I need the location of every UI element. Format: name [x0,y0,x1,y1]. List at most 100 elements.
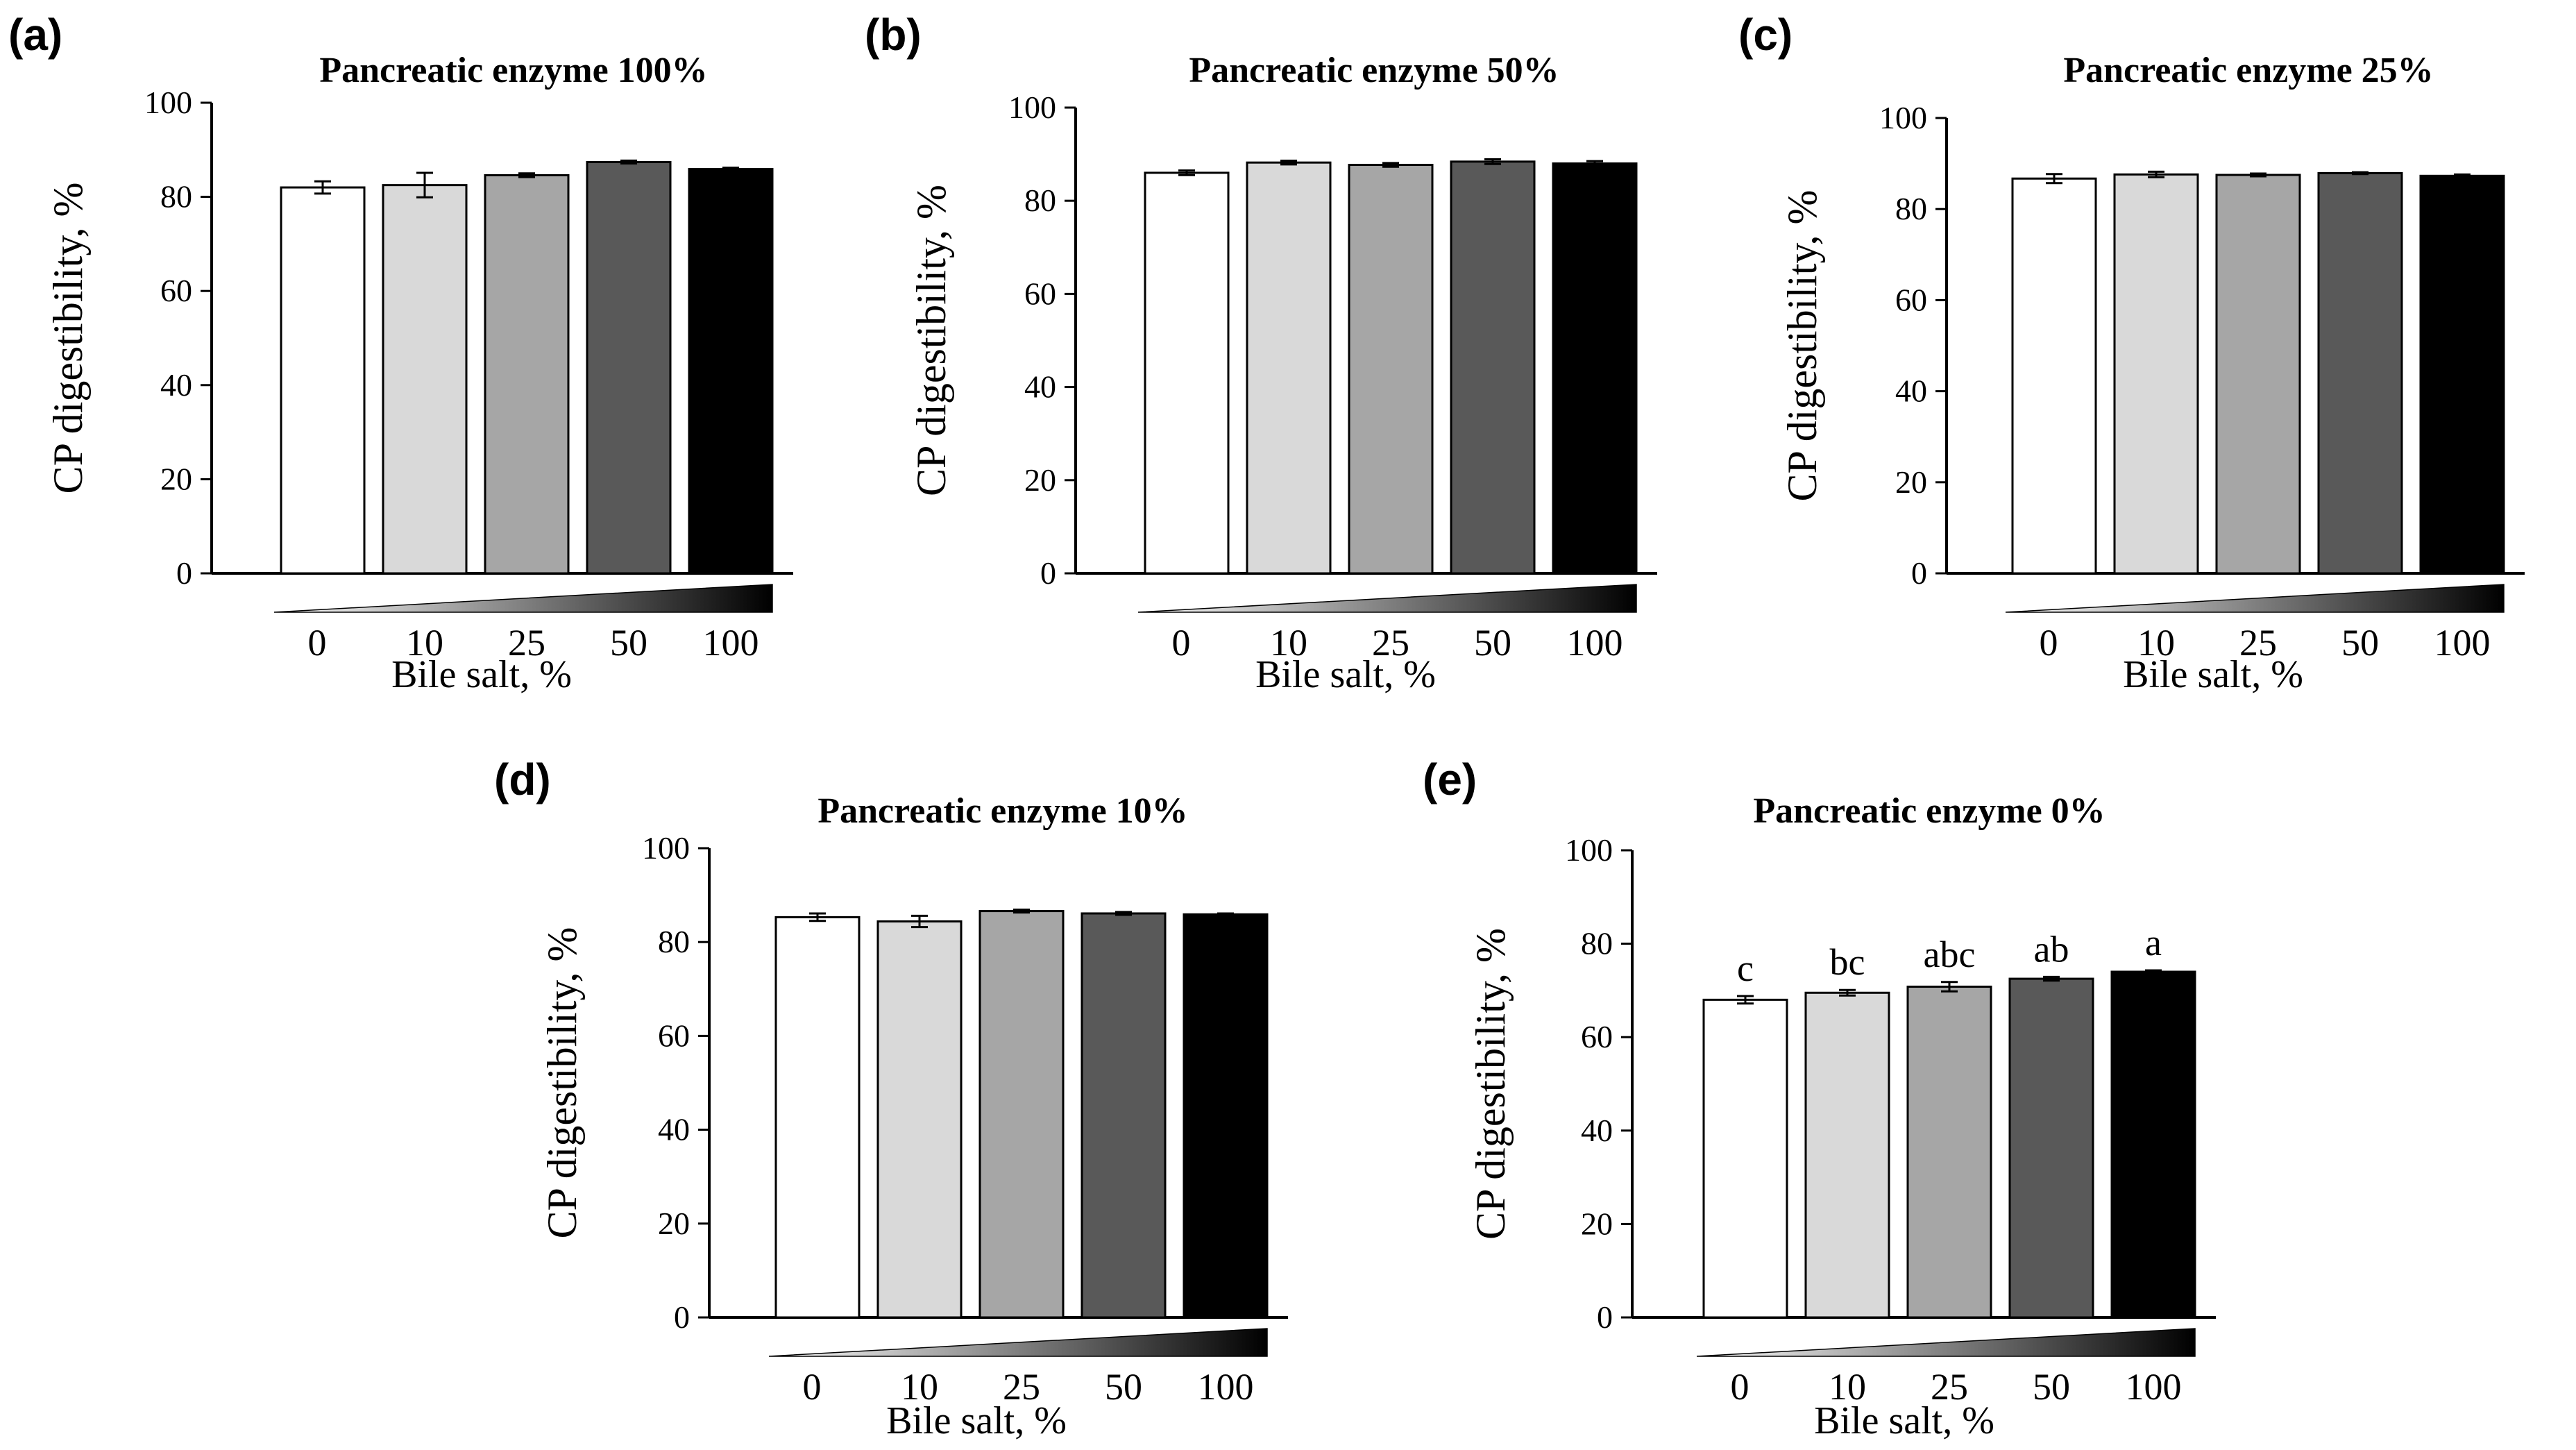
error-bar [722,167,739,172]
bar [978,910,1065,1319]
panel-letter: (e) [1423,754,1477,804]
panel-title: Pancreatic enzyme 10% [817,791,1187,831]
y-tick-label: 100 [144,85,192,120]
bar [774,916,861,1319]
y-axis-title: CP digestibility, % [908,185,954,496]
x-axis-title: Bile salt, % [1814,1399,1994,1442]
error-bar [1586,160,1603,167]
bar [876,920,963,1319]
error-bar [1013,909,1030,914]
bar [280,186,366,575]
gradient-wedge [768,1328,1268,1357]
error-bar [2148,170,2164,178]
panel-title: Pancreatic enzyme 25% [2063,51,2433,90]
gradient-wedge [2005,584,2505,613]
y-tick-label: 40 [1024,369,1056,405]
y-axis-title: CP digestibility, % [1468,928,1514,1240]
y-tick-label: 0 [176,555,192,591]
bar [1804,991,1890,1319]
y-tick-label: 0 [1597,1299,1613,1335]
error-bar [1280,159,1297,166]
bar [2215,174,2301,575]
bar [2011,177,2097,575]
x-tick-label: 50 [2033,1366,2070,1408]
x-tick-label: 50 [2341,622,2379,664]
error-bar [2352,171,2369,176]
bar [2110,970,2196,1319]
error-bar [2454,173,2471,178]
x-axis-title: Bile salt, % [2123,653,2303,696]
error-bar [1839,988,1856,997]
panel-a: (a)Pancreatic enzyme 100%020406080100CP … [8,10,793,696]
y-tick-label: 100 [1008,90,1056,125]
error-bar [911,914,928,929]
error-bar [2043,975,2060,982]
bar [1081,912,1167,1319]
y-tick-label: 40 [1581,1113,1613,1148]
bar [1144,171,1230,575]
x-tick-label: 50 [610,622,647,664]
error-bar [1115,911,1132,916]
x-tick-label: 0 [308,622,327,664]
y-axis-title: CP digestibility, % [539,927,585,1239]
y-tick-label: 80 [1581,926,1613,961]
y-tick-label: 0 [674,1299,690,1335]
y-axis-title: CP digestibility, % [45,183,91,494]
bar [1906,986,1992,1319]
panel-letter: (a) [8,10,62,60]
x-tick-label: 0 [2040,622,2058,664]
y-tick-label: 60 [160,273,192,308]
x-tick-label: 10 [2137,622,2175,664]
significance-letter: a [2145,922,2162,963]
y-tick-label: 0 [1040,555,1056,591]
x-axis-title: Bile salt, % [391,653,572,696]
error-bar [1941,981,1958,993]
error-bar [809,912,826,922]
bar [1450,160,1536,575]
bar [382,184,468,575]
y-tick-label: 40 [658,1112,690,1147]
x-tick-label: 25 [1372,622,1409,664]
x-tick-label: 100 [2126,1366,2182,1408]
x-tick-label: 0 [1731,1366,1749,1408]
y-axis-title: CP digestibility, % [1779,190,1825,502]
x-tick-label: 100 [1198,1366,1254,1408]
y-tick-label: 100 [1565,832,1613,868]
x-tick-label: 0 [1172,622,1191,664]
y-tick-label: 60 [1895,282,1927,317]
y-tick-label: 100 [642,830,690,866]
gradient-wedge [1137,584,1637,613]
panel-title: Pancreatic enzyme 50% [1189,51,1559,90]
panel-letter: (c) [1738,10,1793,60]
panel-title: Pancreatic enzyme 0% [1753,791,2105,831]
x-tick-label: 10 [1829,1366,1866,1408]
x-tick-label: 10 [406,622,443,664]
x-axis-title: Bile salt, % [1255,653,1436,696]
y-tick-label: 60 [1024,276,1056,311]
error-bar [1382,162,1399,168]
x-tick-label: 25 [1003,1366,1040,1408]
x-tick-label: 100 [2434,622,2491,664]
y-tick-label: 20 [1581,1206,1613,1241]
bar [586,160,672,575]
y-tick-label: 20 [160,461,192,496]
error-bar [1178,169,1195,176]
x-tick-label: 10 [1270,622,1307,664]
significance-letter: c [1737,947,1754,989]
y-tick-label: 80 [658,924,690,959]
y-tick-label: 60 [658,1018,690,1053]
significance-letter: abc [1924,934,1976,975]
bar [688,168,774,575]
error-bar [314,180,331,195]
error-bar [2046,173,2062,185]
bar [1348,164,1434,575]
error-bar [518,172,535,178]
bar [1552,162,1638,575]
gradient-wedge [273,584,773,613]
y-tick-label: 0 [1911,555,1927,591]
